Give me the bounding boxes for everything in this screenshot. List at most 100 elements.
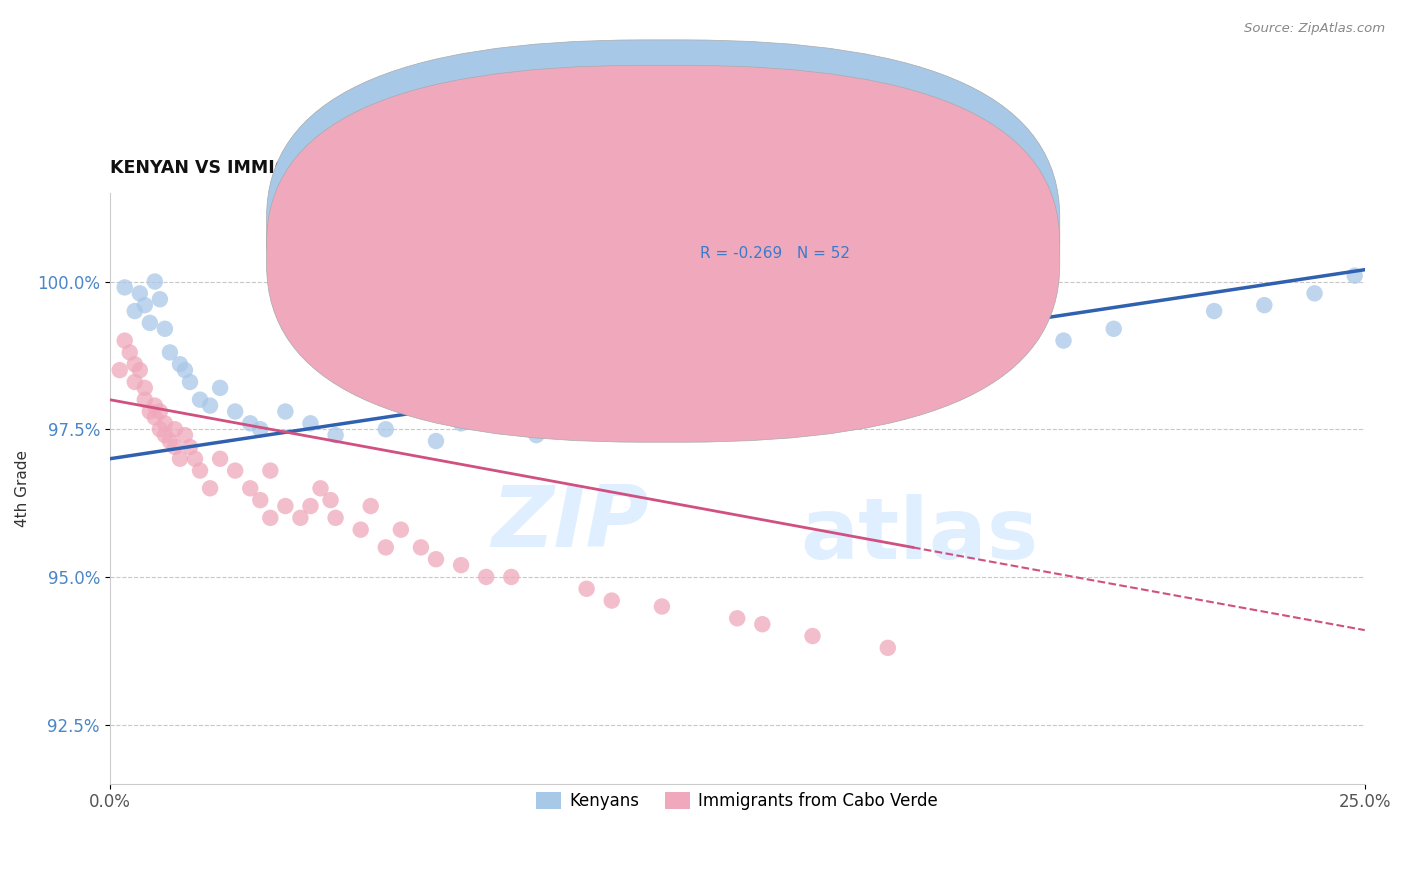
Point <box>153 417 176 431</box>
Point <box>224 404 246 418</box>
Point <box>128 363 150 377</box>
Point <box>174 363 197 377</box>
Point <box>249 422 271 436</box>
Point <box>124 375 146 389</box>
Point <box>1102 322 1125 336</box>
Point <box>389 523 412 537</box>
FancyBboxPatch shape <box>267 40 1060 417</box>
Point <box>374 541 396 555</box>
Point <box>350 523 373 537</box>
Point <box>290 511 312 525</box>
Point <box>600 593 623 607</box>
Point <box>852 369 875 384</box>
Point <box>1002 345 1025 359</box>
Point <box>198 399 221 413</box>
Legend: Kenyans, Immigrants from Cabo Verde: Kenyans, Immigrants from Cabo Verde <box>530 785 945 817</box>
Point <box>118 345 141 359</box>
Point <box>209 451 232 466</box>
Point <box>360 499 382 513</box>
Point <box>198 481 221 495</box>
Point <box>409 541 432 555</box>
Point <box>801 629 824 643</box>
Point <box>1204 304 1226 318</box>
FancyBboxPatch shape <box>630 208 932 276</box>
Point <box>174 428 197 442</box>
Point <box>309 481 332 495</box>
Point <box>700 404 723 418</box>
Point <box>319 493 342 508</box>
Point <box>575 582 598 596</box>
Point <box>139 404 162 418</box>
Point <box>149 404 172 418</box>
Point <box>259 511 281 525</box>
Point <box>801 381 824 395</box>
Point <box>651 422 673 436</box>
Point <box>274 404 297 418</box>
Text: Source: ZipAtlas.com: Source: ZipAtlas.com <box>1244 22 1385 36</box>
Point <box>153 428 176 442</box>
Point <box>169 357 191 371</box>
Point <box>1052 334 1074 348</box>
Text: atlas: atlas <box>800 494 1038 577</box>
Point <box>163 440 186 454</box>
Point <box>501 570 523 584</box>
Text: KENYAN VS IMMIGRANTS FROM CABO VERDE 4TH GRADE CORRELATION CHART: KENYAN VS IMMIGRANTS FROM CABO VERDE 4TH… <box>110 160 883 178</box>
Point <box>651 599 673 614</box>
Point <box>124 357 146 371</box>
Point <box>179 375 201 389</box>
Point <box>153 322 176 336</box>
Point <box>159 345 181 359</box>
Point <box>159 434 181 448</box>
Point <box>325 428 347 442</box>
Point <box>184 451 207 466</box>
Point <box>299 499 322 513</box>
Point <box>114 280 136 294</box>
Point <box>114 334 136 348</box>
Point <box>1344 268 1367 283</box>
Point <box>425 552 447 566</box>
Point <box>249 493 271 508</box>
Point <box>450 417 472 431</box>
Point <box>124 304 146 318</box>
Point <box>143 410 166 425</box>
Text: ZIP: ZIP <box>492 483 650 566</box>
Point <box>143 399 166 413</box>
Point <box>134 381 156 395</box>
Point <box>475 570 498 584</box>
Text: R =  0.504   N = 42: R = 0.504 N = 42 <box>700 221 849 235</box>
Point <box>134 392 156 407</box>
Point <box>239 481 262 495</box>
Point <box>179 440 201 454</box>
Point <box>751 392 773 407</box>
Point <box>751 617 773 632</box>
FancyBboxPatch shape <box>267 65 1060 442</box>
Point <box>374 422 396 436</box>
Point <box>725 611 748 625</box>
Point <box>169 451 191 466</box>
Point <box>239 417 262 431</box>
Point <box>399 392 422 407</box>
Point <box>526 428 548 442</box>
Point <box>876 640 898 655</box>
Point <box>425 434 447 448</box>
Point <box>149 292 172 306</box>
Point <box>188 464 211 478</box>
Point <box>139 316 162 330</box>
Point <box>274 499 297 513</box>
Point <box>1303 286 1326 301</box>
Point <box>128 286 150 301</box>
Point <box>600 392 623 407</box>
Point <box>149 422 172 436</box>
Point <box>209 381 232 395</box>
Y-axis label: 4th Grade: 4th Grade <box>15 450 30 527</box>
Point <box>299 417 322 431</box>
Point <box>901 363 924 377</box>
Point <box>224 464 246 478</box>
Point <box>163 422 186 436</box>
Point <box>1253 298 1275 312</box>
Point <box>450 558 472 573</box>
Point <box>143 275 166 289</box>
Point <box>952 357 974 371</box>
Text: R = -0.269   N = 52: R = -0.269 N = 52 <box>700 246 849 261</box>
Point <box>259 464 281 478</box>
